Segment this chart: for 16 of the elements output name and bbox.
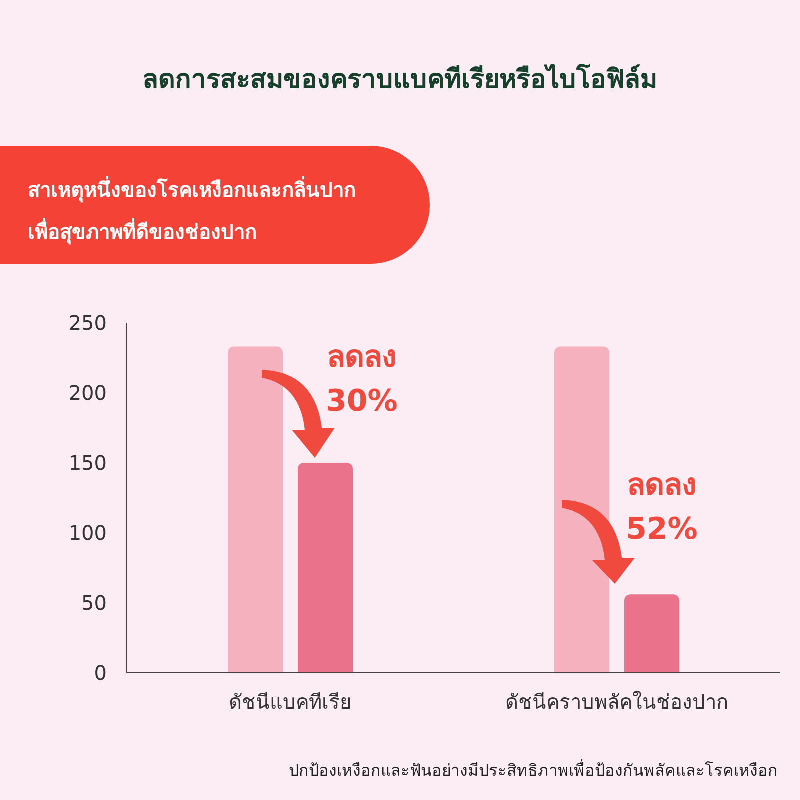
chart-subtitle: สาเหตุหนึ่งของโรคเหงือกและกลิ่นปาก เพื่อสุขภาพที่ดีของช่องปาก	[28, 175, 356, 247]
y-tick-label: 150	[68, 451, 107, 476]
bar	[624, 594, 680, 673]
chart-title: ลดการสะสมของคราบแบคทีเรียหรือไบโอฟิล์ม	[142, 62, 658, 97]
annotation: ลดลง 30%	[326, 339, 398, 421]
x-tick-label: ดัชนีคราบพลัคในช่องปาก	[505, 690, 728, 714]
bar	[228, 346, 283, 673]
y-tick-label: 100	[68, 521, 107, 546]
x-tick-label: ดัชนีแบคทีเรีย	[228, 690, 352, 714]
y-tick-label: 50	[82, 591, 107, 616]
annotation: ลดลง 52%	[626, 467, 698, 549]
text: ปกป้องเหงือกและฟันอย่างมีประสิทธิภาพเพื่อป้องกันพลัคและโรคเหงือก	[289, 758, 778, 782]
y-tick-label: 250	[68, 311, 107, 336]
y-tick-label: 200	[68, 381, 107, 406]
y-tick-label: 0	[94, 661, 107, 686]
bar	[298, 463, 353, 673]
